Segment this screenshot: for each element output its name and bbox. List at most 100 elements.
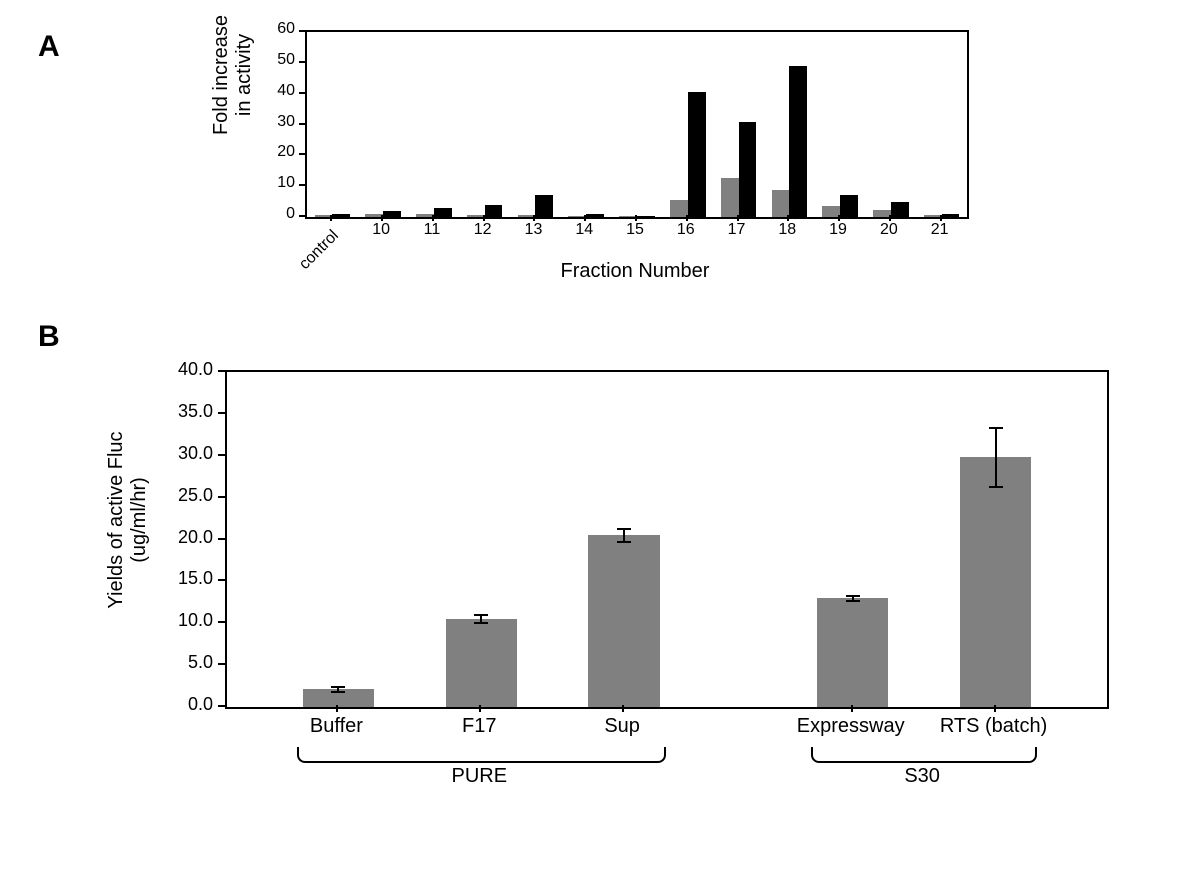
panel-b-xtick	[994, 705, 996, 712]
panel-b-xtick	[336, 705, 338, 712]
panel-a-ylabel-line1: Fold increase	[210, 0, 233, 175]
panel-a-bar-black	[535, 195, 553, 217]
panel-b-ytick-label: 0.0	[188, 694, 213, 715]
panel-b-ytick-label: 15.0	[178, 568, 213, 589]
panel-a-bar-black	[739, 122, 757, 217]
panel-a-xtick-label: 18	[772, 221, 802, 239]
panel-b-ytick	[218, 663, 225, 665]
panel-a-xtick-label: 19	[823, 221, 853, 239]
panel-a-xtick-label: 10	[366, 221, 396, 239]
panel-b-group-brace	[297, 747, 666, 763]
panel-b-xtick	[622, 705, 624, 712]
panel-b-bar	[960, 457, 1031, 707]
panel-b-ytick	[218, 538, 225, 540]
panel-b-bar	[446, 619, 517, 707]
panel-b-bar	[588, 535, 659, 707]
panel-a-ytick-label: 20	[277, 143, 295, 161]
panel-b-xtick	[851, 705, 853, 712]
panel-b-label: B	[38, 320, 60, 354]
panel-b-xtick-label: F17	[414, 715, 544, 738]
panel-a-ytick	[299, 61, 305, 63]
panel-a-xtick-label: 14	[569, 221, 599, 239]
panel-a-xtick-label: 21	[925, 221, 955, 239]
panel-b-xtick-label: Expressway	[786, 715, 916, 738]
panel-b-ytick-label: 10.0	[178, 610, 213, 631]
panel-b-error-cap	[331, 686, 345, 688]
panel-a-ytick	[299, 215, 305, 217]
panel-b-error-stem	[995, 428, 997, 487]
panel-b-ylabel: Yields of active Fluc (ug/ml/hr)	[105, 370, 165, 670]
panel-a-bar-black	[485, 205, 503, 217]
panel-b-ylabel-line1: Yields of active Fluc	[105, 370, 128, 670]
panel-b-group-label: PURE	[297, 765, 662, 788]
panel-b-ytick	[218, 496, 225, 498]
panel-a-ytick-label: 50	[277, 51, 295, 69]
panel-b-ytick	[218, 370, 225, 372]
panel-a-ytick-label: 40	[277, 82, 295, 100]
panel-a-xtick-label: 15	[620, 221, 650, 239]
panel-a-bar-black	[840, 195, 858, 218]
panel-a-ytick	[299, 30, 305, 32]
panel-a-label: A	[38, 30, 60, 64]
panel-b-ytick-label: 40.0	[178, 359, 213, 380]
panel-a-ytick	[299, 184, 305, 186]
panel-a-bar-black	[434, 208, 452, 217]
panel-b-error-cap	[846, 600, 860, 602]
panel-a-xtick-label: 12	[468, 221, 498, 239]
panel-a-ytick-label: 60	[277, 20, 295, 38]
panel-a-bar-black	[688, 92, 706, 217]
panel-a-bar-gray	[772, 190, 790, 217]
panel-a-bar-black	[383, 211, 401, 217]
panel-a-chart	[305, 30, 969, 219]
panel-b-group-brace	[811, 747, 1037, 763]
panel-b-bar	[817, 598, 888, 707]
panel-b-error-cap	[617, 528, 631, 530]
panel-b-error-cap	[846, 595, 860, 597]
panel-b-ytick-label: 20.0	[178, 527, 213, 548]
panel-a-ytick	[299, 153, 305, 155]
panel-a-xtick-label: 13	[518, 221, 548, 239]
panel-a-bar-gray	[721, 178, 739, 217]
panel-b-ytick-label: 5.0	[188, 652, 213, 673]
panel-a-ylabel-line2: in activity	[233, 0, 256, 175]
panel-b-xtick	[479, 705, 481, 712]
panel-a-bar-black	[789, 66, 807, 217]
panel-b-error-cap	[989, 427, 1003, 429]
panel-a-ytick	[299, 92, 305, 94]
panel-a-xtick	[330, 215, 332, 221]
panel-a-xtick-label: 17	[722, 221, 752, 239]
panel-b-xtick-label: Buffer	[271, 715, 401, 738]
panel-a-bar-black	[942, 214, 960, 217]
panel-b-group-label: S30	[811, 765, 1033, 788]
panel-b-error-cap	[474, 614, 488, 616]
panel-b-ytick-label: 25.0	[178, 485, 213, 506]
panel-b-chart	[225, 370, 1109, 709]
panel-a-bar-black	[586, 214, 604, 217]
panel-b-error-stem	[623, 529, 625, 542]
panel-a-xtick-label: 11	[417, 221, 447, 239]
panel-b-error-cap	[331, 691, 345, 693]
panel-b-ytick-label: 30.0	[178, 443, 213, 464]
panel-b-ytick	[218, 412, 225, 414]
panel-a-xlabel: Fraction Number	[305, 260, 965, 283]
panel-b-xtick-label: Sup	[557, 715, 687, 738]
panel-b-xtick-label: RTS (batch)	[929, 715, 1059, 738]
panel-a-xtick-label: 20	[874, 221, 904, 239]
panel-b-ytick-label: 35.0	[178, 401, 213, 422]
panel-b-ytick	[218, 454, 225, 456]
panel-b-ytick	[218, 579, 225, 581]
panel-b-ytick	[218, 705, 225, 707]
panel-a-bar-black	[637, 216, 655, 217]
panel-b-error-cap	[474, 622, 488, 624]
panel-b-error-cap	[989, 486, 1003, 488]
panel-a-xtick-label: 16	[671, 221, 701, 239]
panel-a-ytick-label: 30	[277, 113, 295, 131]
panel-b-ylabel-line2: (ug/ml/hr)	[128, 370, 151, 670]
panel-a-ylabel: Fold increase in activity	[210, 0, 270, 175]
panel-a-bar-black	[891, 202, 909, 217]
panel-a-bar-black	[332, 214, 350, 217]
panel-a-ytick	[299, 123, 305, 125]
panel-b-ytick	[218, 621, 225, 623]
panel-a-ytick-label: 0	[286, 205, 295, 223]
panel-a-ytick-label: 10	[277, 174, 295, 192]
